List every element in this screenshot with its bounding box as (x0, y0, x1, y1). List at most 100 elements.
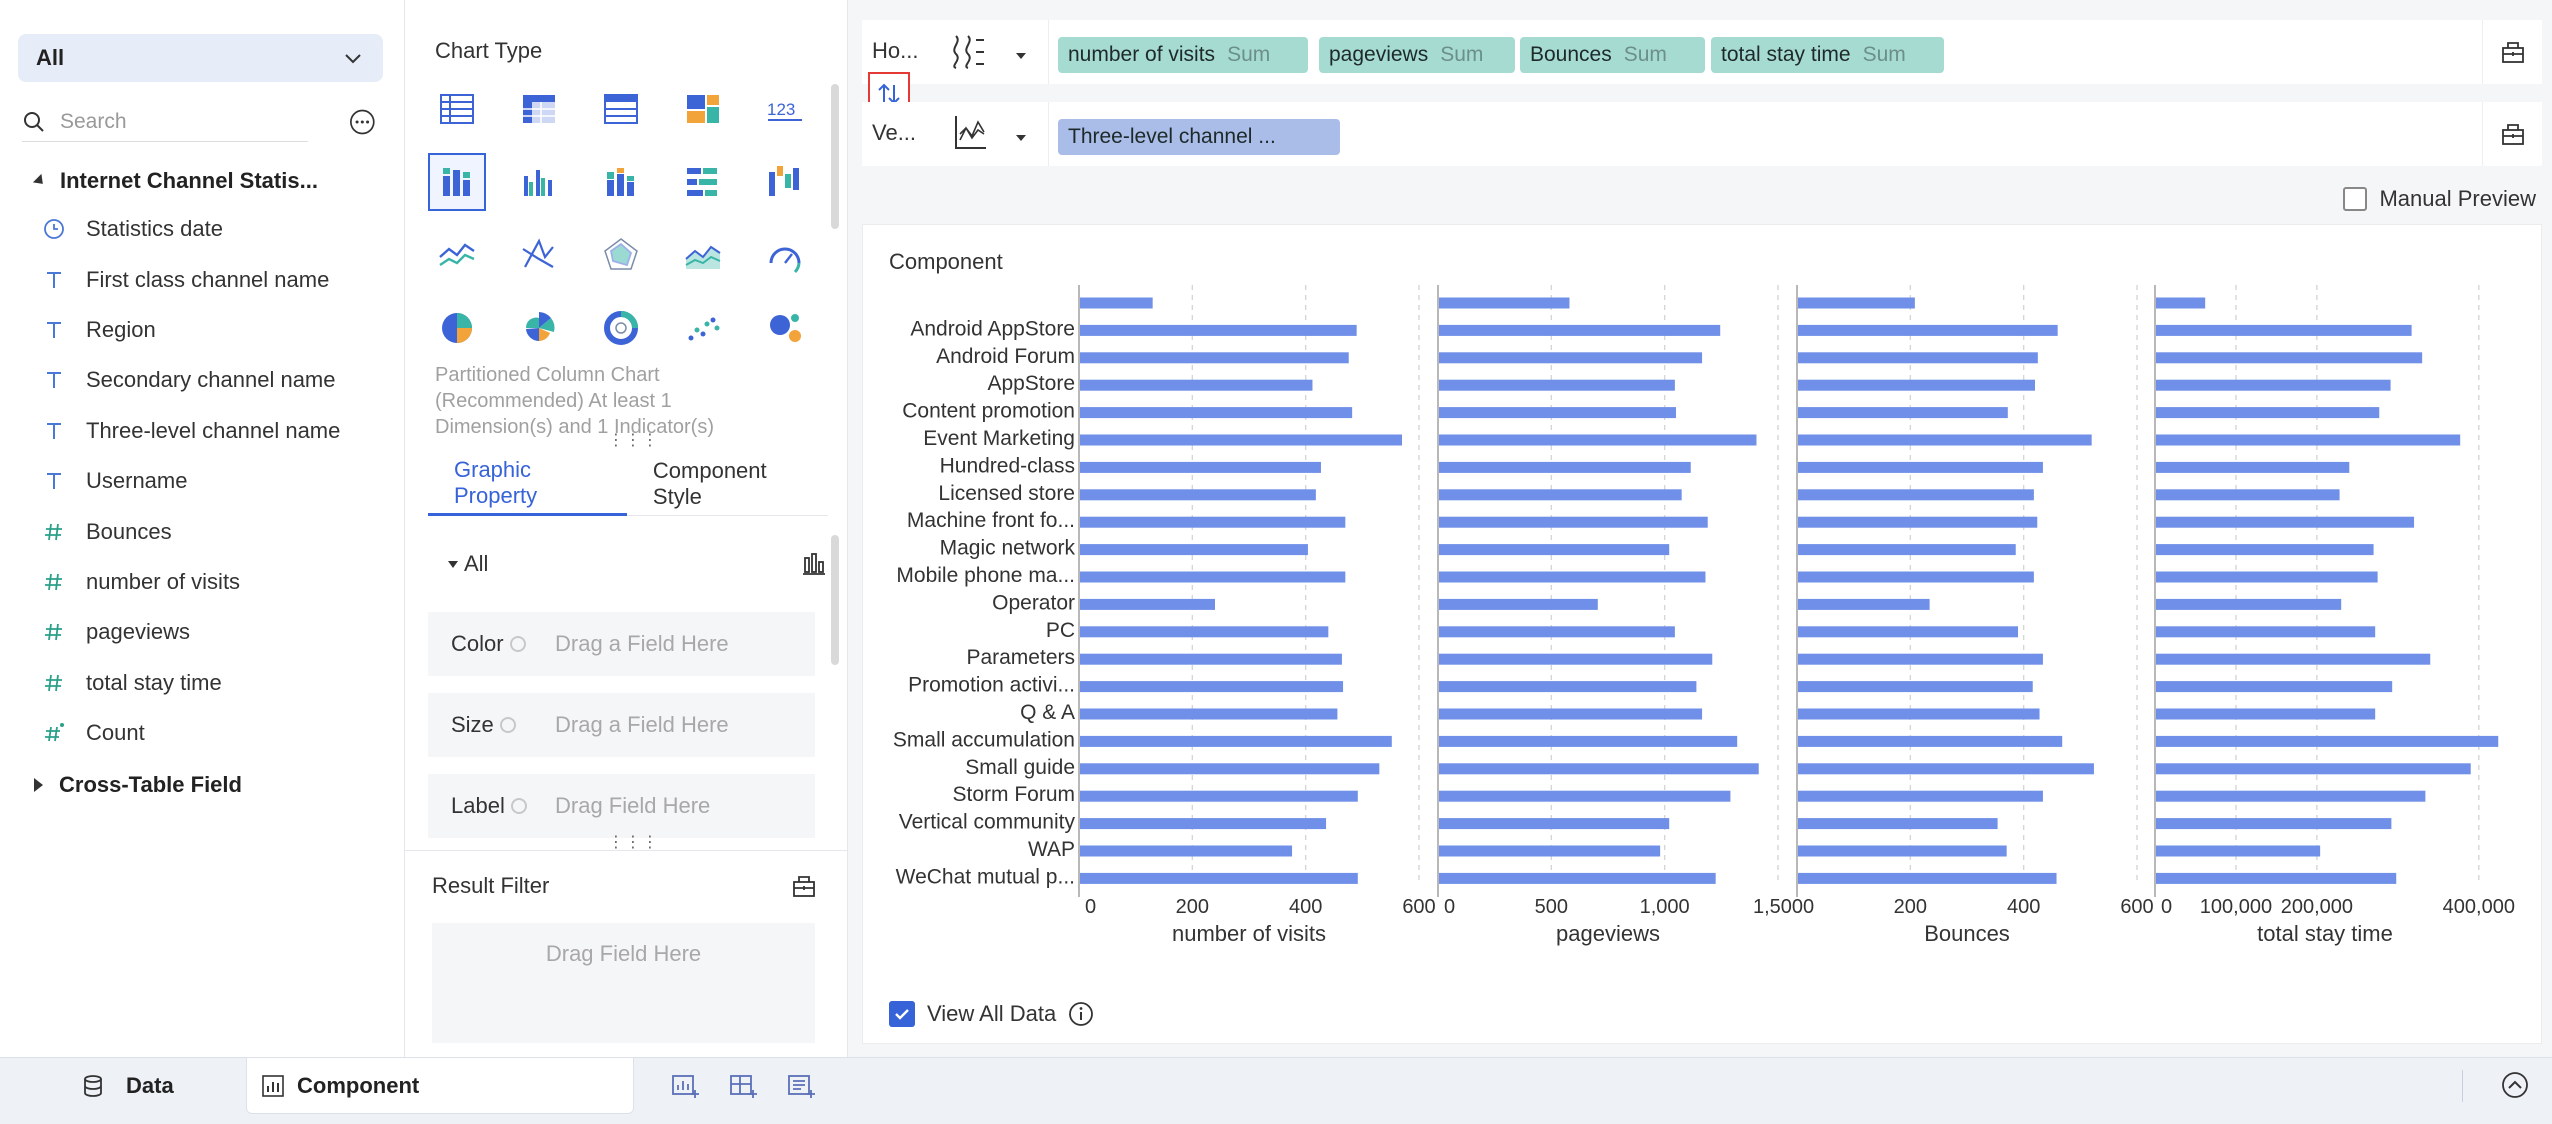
caret-down-icon[interactable] (1016, 135, 1026, 141)
chart-type-radar-line[interactable] (510, 226, 568, 284)
field-item[interactable]: Three-level channel name (42, 406, 340, 456)
divider (2462, 1070, 2463, 1102)
search-input[interactable] (60, 109, 300, 134)
number-type-icon (42, 520, 66, 544)
field-item[interactable]: Statistics date (42, 204, 340, 254)
horizontal-axis-type-icon[interactable] (952, 32, 988, 72)
bar (1439, 681, 1697, 693)
view-all-checkbox[interactable] (889, 1001, 915, 1027)
field-pill[interactable]: Bounces Sum (1520, 37, 1705, 73)
field-pill[interactable]: Three-level channel ... (1058, 119, 1340, 155)
bar (1798, 297, 1915, 309)
tab-component-style[interactable]: Component Style (652, 458, 767, 509)
bar (1439, 598, 1598, 610)
tab-data[interactable]: Data (60, 1058, 194, 1114)
cross-table-field-node[interactable]: Cross-Table Field (34, 772, 242, 798)
field-item[interactable]: total stay time (42, 658, 340, 708)
all-property-group[interactable]: All (448, 548, 828, 580)
text-type-icon (42, 268, 66, 292)
add-story-icon[interactable] (786, 1072, 816, 1102)
view-all-data-toggle[interactable]: View All Data (889, 1001, 1094, 1027)
color-dropzone[interactable]: Color Drag a Field Here (428, 612, 815, 676)
result-filter-dropzone[interactable]: Drag Field Here (432, 923, 815, 1043)
shelf-settings-button[interactable] (2482, 102, 2542, 166)
horizontal-axis-label: Ho... (872, 38, 919, 63)
chart-type-ring-pie[interactable] (592, 299, 650, 357)
field-item[interactable]: Bounces (42, 506, 340, 556)
bar (1798, 352, 2038, 364)
tick-label: 0 (2161, 896, 2172, 918)
detail-table-icon (604, 94, 638, 124)
category-label: Android AppStore (910, 317, 1075, 340)
manual-preview-toggle[interactable]: Manual Preview (2343, 186, 2536, 212)
chart-type-detail-table[interactable] (592, 80, 650, 138)
chart-type-partitioned-column[interactable] (428, 153, 486, 211)
more-options-icon[interactable] (348, 107, 377, 137)
collapse-up-icon[interactable] (2500, 1070, 2530, 1100)
field-item[interactable]: number of visits (42, 557, 340, 607)
chart-type-cross-table[interactable] (510, 80, 568, 138)
size-dropzone[interactable]: Size Drag a Field Here (428, 693, 815, 757)
chart-type-table[interactable] (428, 80, 486, 138)
chart-type-number-123[interactable]: 123 (756, 80, 814, 138)
table-tree-node[interactable]: Internet Channel Statis... (32, 168, 318, 194)
section-resize-handle[interactable]: ⋮⋮⋮ (608, 432, 659, 449)
chart-type-stacked-column[interactable] (592, 153, 650, 211)
vertical-axis-shelf: Ve... Three-level channel ... (862, 102, 2542, 166)
chart-type-radar[interactable] (592, 226, 650, 284)
all-label: All (464, 551, 489, 576)
add-dashboard-icon[interactable] (728, 1072, 758, 1102)
chart-type-line[interactable] (428, 226, 486, 284)
field-pill[interactable]: pageviews Sum (1319, 37, 1515, 73)
shelf-settings-button[interactable] (2482, 20, 2542, 84)
section-resize-handle[interactable]: ⋮⋮⋮ (608, 834, 659, 851)
bar (1439, 735, 1738, 747)
bar-list-icon (687, 168, 717, 196)
chart-type-rose-pie[interactable] (510, 299, 568, 357)
bar (1798, 845, 2007, 857)
category-label: Small guide (965, 756, 1075, 779)
chart-type-gauge[interactable] (756, 226, 814, 284)
bar (1798, 681, 2033, 693)
bar (1798, 763, 2094, 775)
radar-line-icon (522, 238, 554, 268)
tab-component[interactable]: Component (246, 1058, 634, 1114)
field-item[interactable]: Secondary channel name (42, 355, 340, 405)
tab-graphic-property[interactable]: Graphic Property (428, 452, 627, 516)
view-all-label: View All Data (927, 1001, 1057, 1026)
field-item[interactable]: Count (42, 708, 340, 758)
number-type-icon (42, 570, 66, 594)
field-item[interactable]: Username (42, 456, 340, 506)
dataset-select[interactable]: All (18, 34, 383, 82)
vertical-axis-type-icon[interactable] (952, 114, 988, 154)
chart-type-bar-list[interactable] (674, 153, 732, 211)
aggregation-label: Sum (1440, 43, 1484, 66)
field-pill[interactable]: total stay time Sum (1711, 37, 1944, 73)
info-icon[interactable] (1068, 1001, 1094, 1027)
chart-type-treemap-color[interactable] (674, 80, 732, 138)
field-pill[interactable]: number of visits Sum (1058, 37, 1308, 73)
filter-settings-icon[interactable] (791, 873, 817, 899)
add-component-icon[interactable] (670, 1072, 700, 1102)
property-scrollbar[interactable] (831, 535, 839, 665)
caret-down-icon[interactable] (1016, 53, 1026, 59)
chart-type-scatter[interactable] (674, 299, 732, 357)
bar (1080, 872, 1358, 884)
chart-type-bubble[interactable] (756, 299, 814, 357)
field-name: First class channel name (86, 266, 330, 292)
bar (1080, 516, 1346, 528)
manual-preview-checkbox[interactable] (2343, 187, 2368, 211)
field-item[interactable]: pageviews (42, 607, 340, 657)
swap-arrows-icon (878, 83, 900, 105)
chart-type-waterfall[interactable] (756, 153, 814, 211)
label-dropzone[interactable]: Label Drag Field Here (428, 774, 815, 838)
chart-type-pie[interactable] (428, 299, 486, 357)
chart-type-grouped-column[interactable] (510, 153, 568, 211)
partitioned-column-icon (443, 168, 470, 196)
bar (1798, 379, 2035, 391)
chart-type-area[interactable] (674, 226, 732, 284)
chart-bars-icon[interactable] (800, 550, 828, 578)
field-item[interactable]: First class channel name (42, 254, 340, 304)
field-item[interactable]: Region (42, 305, 340, 355)
chart-type-scrollbar[interactable] (831, 84, 839, 229)
